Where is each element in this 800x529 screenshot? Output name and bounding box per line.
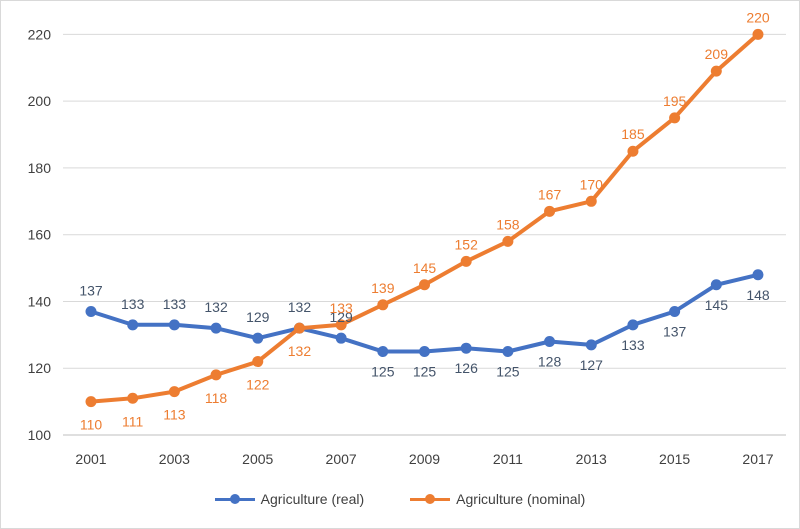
- marker-nominal-2002: [127, 392, 139, 404]
- marker-nominal-2003: [168, 386, 180, 398]
- marker-real-2014: [627, 319, 639, 331]
- marker-real-2008: [377, 346, 389, 358]
- marker-real-2012: [544, 336, 556, 348]
- marker-real-2001: [85, 305, 97, 317]
- marker-nominal-2011: [502, 235, 514, 247]
- marker-nominal-2015: [669, 112, 681, 124]
- marker-nominal-2004: [210, 369, 222, 381]
- x-tick-label-2017: 2017: [742, 451, 773, 467]
- legend-swatch-nominal: [410, 492, 451, 506]
- data-label-nominal-2006: 132: [288, 343, 312, 359]
- data-label-nominal-2011: 158: [496, 216, 520, 232]
- marker-real-2003: [168, 319, 180, 331]
- data-label-nominal-2002: 111: [122, 413, 143, 429]
- x-tick-label-2003: 2003: [159, 451, 190, 467]
- x-tick-label-2011: 2011: [493, 451, 523, 467]
- marker-real-2007: [335, 332, 347, 344]
- data-label-nominal-2001: 110: [80, 417, 103, 433]
- legend-swatch-real: [214, 492, 255, 506]
- x-tick-label-2009: 2009: [409, 451, 440, 467]
- y-tick-label-200: 200: [28, 93, 52, 109]
- marker-nominal-2010: [460, 255, 472, 267]
- marker-nominal-2017: [752, 28, 764, 40]
- x-tick-label-2007: 2007: [326, 451, 357, 467]
- series-layer: [85, 28, 764, 408]
- x-axis-ticks: 2001 2003 2005 2007 2009 2011 2013 2015 2017: [75, 451, 773, 467]
- marker-real-2010: [460, 342, 472, 354]
- data-label-real-2016: 145: [705, 297, 729, 313]
- data-label-nominal-2010: 152: [455, 236, 479, 252]
- marker-real-2004: [210, 322, 222, 334]
- marker-real-2017: [752, 269, 764, 281]
- x-tick-label-2005: 2005: [242, 451, 273, 467]
- marker-real-2015: [669, 305, 681, 317]
- data-label-real-2012: 128: [538, 354, 562, 370]
- data-label-nominal-2009: 145: [413, 260, 437, 276]
- x-tick-label-2001: 2001: [75, 451, 106, 467]
- data-label-real-2008: 125: [371, 364, 395, 380]
- y-axis-ticks: 100 120 140 160 180 200 220: [28, 26, 52, 443]
- data-label-nominal-2007: 133: [329, 300, 353, 316]
- data-label-nominal-2008: 139: [371, 280, 395, 296]
- marker-real-2009: [419, 346, 430, 358]
- marker-nominal-2005: [252, 356, 264, 368]
- marker-real-2011: [502, 346, 514, 358]
- legend: Agriculture (real) Agriculture (nominal): [1, 491, 799, 507]
- data-label-real-2010: 126: [455, 360, 479, 376]
- data-label-real-2014: 133: [621, 337, 645, 353]
- data-label-real-2015: 137: [663, 323, 687, 339]
- y-tick-label-120: 120: [28, 360, 52, 376]
- x-tick-label-2015: 2015: [659, 451, 690, 467]
- legend-item-nominal: Agriculture (nominal): [410, 491, 585, 507]
- data-label-real-2007: 129: [329, 309, 353, 325]
- marker-nominal-2013: [585, 195, 597, 207]
- data-label-real-2006: 132: [288, 299, 312, 315]
- x-tick-label-2013: 2013: [576, 451, 607, 467]
- y-tick-label-160: 160: [28, 227, 52, 243]
- data-label-nominal-2013: 170: [580, 176, 604, 192]
- y-tick-label-140: 140: [28, 293, 52, 309]
- marker-nominal-2016: [710, 65, 722, 77]
- data-label-real-2013: 127: [580, 357, 604, 373]
- y-tick-label-100: 100: [28, 427, 52, 443]
- legend-label-nominal: Agriculture (nominal): [456, 491, 586, 507]
- data-label-nominal-2003: 113: [163, 407, 186, 423]
- gridlines: [63, 33, 786, 436]
- marker-real-2013: [585, 339, 597, 351]
- marker-nominal-2009: [419, 279, 430, 291]
- marker-nominal-2008: [377, 299, 389, 311]
- data-label-real-2003: 133: [163, 296, 187, 312]
- marker-nominal-2012: [544, 205, 556, 217]
- data-label-nominal-2012: 167: [538, 186, 562, 202]
- data-label-nominal-2016: 209: [705, 46, 729, 62]
- legend-label-real: Agriculture (real): [260, 491, 365, 507]
- data-label-real-2011: 125: [496, 364, 520, 380]
- marker-nominal-2007: [335, 319, 347, 331]
- y-tick-label-220: 220: [28, 26, 52, 42]
- marker-real-2005: [252, 332, 264, 344]
- data-label-nominal-2015: 195: [663, 93, 687, 109]
- marker-real-2002: [127, 319, 139, 331]
- marker-nominal-2001: [85, 396, 97, 408]
- data-label-real-2009: 125: [413, 364, 437, 380]
- data-label-nominal-2005: 122: [246, 377, 270, 393]
- data-label-real-2005: 129: [246, 309, 270, 325]
- data-label-real-2004: 132: [204, 299, 228, 315]
- data-label-nominal-2004: 118: [205, 390, 228, 406]
- data-label-nominal-2017: 220: [746, 9, 770, 25]
- legend-item-real: Agriculture (real): [214, 491, 365, 507]
- data-label-real-2002: 133: [121, 296, 145, 312]
- data-label-real-2017: 148: [746, 287, 770, 303]
- marker-real-2016: [710, 279, 722, 291]
- data-label-real-2001: 137: [79, 282, 103, 298]
- data-label-nominal-2014: 185: [621, 126, 645, 142]
- data-labels: 137 133 133 132 129 132 129 125 125 126 125 128 127 1…: [79, 9, 770, 432]
- marker-nominal-2006: [293, 322, 305, 334]
- marker-nominal-2014: [627, 145, 639, 157]
- y-tick-label-180: 180: [28, 160, 52, 176]
